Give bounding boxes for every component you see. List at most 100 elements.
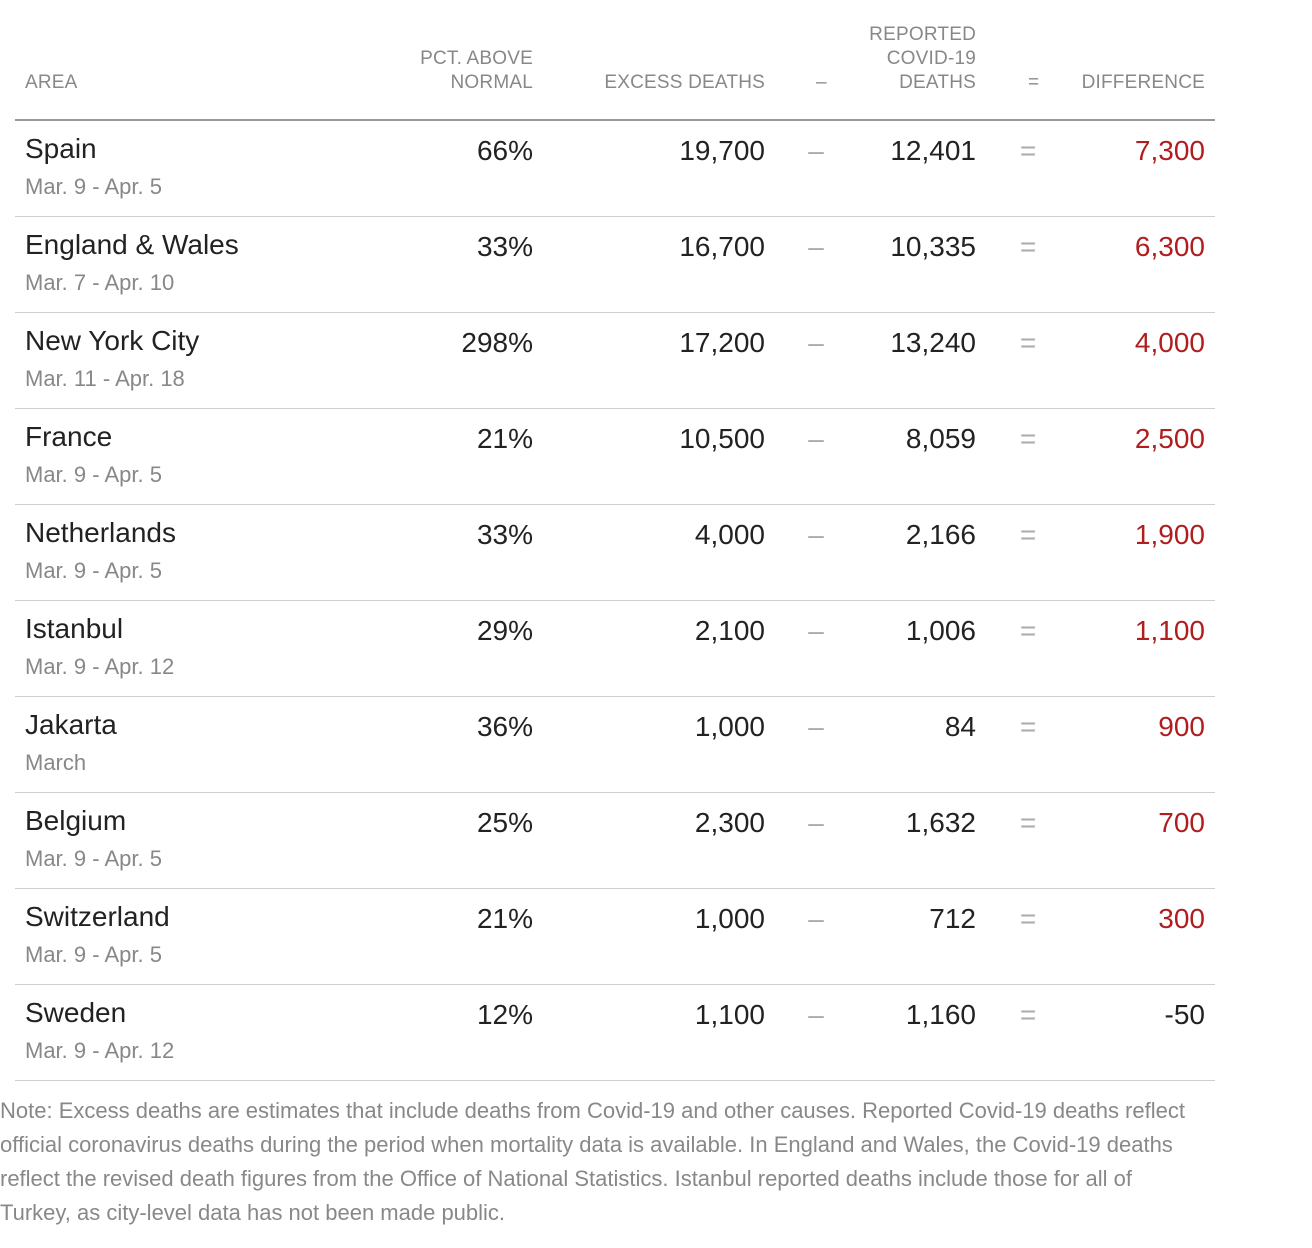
equals-sign: = <box>1019 711 1037 742</box>
area-name: Spain <box>25 133 97 164</box>
area-dates: Mar. 9 - Apr. 5 <box>25 462 162 487</box>
minus-sign: – <box>808 423 824 454</box>
reported-deaths-cell: 12,401 <box>890 135 976 166</box>
reported-deaths-cell: 2,166 <box>905 519 976 550</box>
header-difference-label: DIFFERENCE <box>1081 72 1205 93</box>
header-excess-deaths: EXCESS DEATHS <box>604 71 765 95</box>
equals-sign: = <box>1019 903 1037 934</box>
minus-sign: – <box>808 519 824 550</box>
equals-sign: = <box>1019 231 1037 262</box>
area-dates: Mar. 9 - Apr. 5 <box>25 846 162 871</box>
header-pct-line1: PCT. ABOVE <box>420 48 533 69</box>
header-reported-line1: REPORTED <box>869 24 976 45</box>
pct-cell: 33% <box>476 519 533 550</box>
excess-deaths-cell: 17,200 <box>679 327 765 358</box>
minus-sign: – <box>808 327 824 358</box>
area-name: Istanbul <box>25 613 124 644</box>
excess-deaths-cell: 2,100 <box>694 615 765 646</box>
reported-deaths-cell: 8,059 <box>905 423 976 454</box>
area-name: New York City <box>25 325 200 356</box>
header-pct-line2: NORMAL <box>450 72 533 93</box>
header-reported-line3: DEATHS <box>899 72 976 93</box>
difference-cell: 4,000 <box>1134 327 1205 358</box>
reported-deaths-cell: 84 <box>944 711 976 742</box>
area-dates: March <box>25 750 87 775</box>
area-dates: Mar. 9 - Apr. 12 <box>25 654 175 679</box>
pct-cell: 21% <box>476 423 533 454</box>
table-body: Spain Mar. 9 - Apr. 5 66% 19,700 – 12,401 = 7,3… <box>15 121 1215 1081</box>
excess-deaths-cell: 4,000 <box>694 519 765 550</box>
excess-deaths-table: AREA PCT. ABOVE NORMAL EXCESS DEATHS – R… <box>15 0 1215 1081</box>
difference-cell: 6,300 <box>1134 231 1205 262</box>
reported-deaths-cell: 712 <box>929 903 976 934</box>
minus-sign: – <box>808 135 824 166</box>
difference-cell: 1,900 <box>1134 519 1205 550</box>
header-difference: DIFFERENCE <box>1082 71 1205 95</box>
excess-deaths-cell: 16,700 <box>679 231 765 262</box>
table-row: Jakarta March 36% 1,000 – 84 = 900 <box>15 697 1215 793</box>
table-row: Spain Mar. 9 - Apr. 5 66% 19,700 – 12,401 = 7,3… <box>15 121 1215 217</box>
header-reported-deaths: REPORTED COVID-19 DEATHS <box>869 23 976 95</box>
equals-sign: = <box>1019 807 1037 838</box>
header-area-label: AREA <box>25 72 78 93</box>
minus-sign: – <box>808 807 824 838</box>
difference-cell: -50 <box>1164 999 1205 1030</box>
minus-sign: – <box>808 711 824 742</box>
equals-sign: = <box>1019 135 1037 166</box>
equals-sign: = <box>1019 327 1037 358</box>
difference-cell: 300 <box>1158 903 1205 934</box>
difference-cell: 1,100 <box>1134 615 1205 646</box>
reported-deaths-cell: 13,240 <box>890 327 976 358</box>
pct-cell: 29% <box>476 615 533 646</box>
area-name: Switzerland <box>25 901 170 932</box>
header-area: AREA <box>25 71 78 95</box>
minus-sign: – <box>808 999 824 1030</box>
table-row: England & Wales Mar. 7 - Apr. 10 33% 16,700… <box>15 217 1215 313</box>
equals-sign: = <box>1019 423 1037 454</box>
pct-cell: 66% <box>476 135 533 166</box>
table-row: Istanbul Mar. 9 - Apr. 12 29% 2,100 – 1,006 = 1… <box>15 601 1215 697</box>
table-row: France Mar. 9 - Apr. 5 21% 10,500 – 8,059 = 2,5… <box>15 409 1215 505</box>
pct-cell: 12% <box>476 999 533 1030</box>
pct-cell: 33% <box>476 231 533 262</box>
equals-sign: = <box>1019 519 1037 550</box>
equals-sign: = <box>1019 999 1037 1030</box>
table-row: New York City Mar. 11 - Apr. 18 298% 17,200… <box>15 313 1215 409</box>
difference-cell: 2,500 <box>1134 423 1205 454</box>
area-dates: Mar. 9 - Apr. 5 <box>25 174 162 199</box>
excess-deaths-cell: 19,700 <box>679 135 765 166</box>
reported-deaths-cell: 10,335 <box>890 231 976 262</box>
difference-cell: 7,300 <box>1134 135 1205 166</box>
reported-deaths-cell: 1,006 <box>905 615 976 646</box>
table-row: Netherlands Mar. 9 - Apr. 5 33% 4,000 – 2,166… <box>15 505 1215 601</box>
minus-sign: – <box>808 231 824 262</box>
pct-cell: 25% <box>476 807 533 838</box>
header-excess-label: EXCESS DEATHS <box>604 72 765 93</box>
header-reported-line2: COVID-19 <box>886 48 976 69</box>
area-dates: Mar. 9 - Apr. 5 <box>25 558 162 583</box>
table-row: Belgium Mar. 9 - Apr. 5 25% 2,300 – 1,632 = 700 <box>15 793 1215 889</box>
excess-deaths-cell: 2,300 <box>694 807 765 838</box>
reported-deaths-cell: 1,160 <box>905 999 976 1030</box>
area-name: France <box>25 421 113 452</box>
equals-sign: = <box>1019 615 1037 646</box>
area-dates: Mar. 9 - Apr. 5 <box>25 942 162 967</box>
area-dates: Mar. 9 - Apr. 12 <box>25 1038 175 1063</box>
area-name: England & Wales <box>25 229 239 260</box>
area-name: Netherlands <box>25 517 176 548</box>
pct-cell: 36% <box>476 711 533 742</box>
area-name: Jakarta <box>25 709 117 740</box>
area-dates: Mar. 11 - Apr. 18 <box>25 366 185 391</box>
table-row: Sweden Mar. 9 - Apr. 12 12% 1,100 – 1,160 = -50 <box>15 985 1215 1081</box>
excess-deaths-cell: 10,500 <box>679 423 765 454</box>
table-row: Switzerland Mar. 9 - Apr. 5 21% 1,000 – 712 = 3… <box>15 889 1215 985</box>
area-name: Sweden <box>25 997 127 1028</box>
header-pct-above-normal: PCT. ABOVE NORMAL <box>420 47 533 95</box>
difference-cell: 700 <box>1158 807 1205 838</box>
pct-cell: 298% <box>461 327 533 358</box>
footnote: Note: Excess deaths are estimates that i… <box>0 1098 1185 1225</box>
excess-deaths-cell: 1,100 <box>694 999 765 1030</box>
minus-sign: – <box>808 903 824 934</box>
difference-cell: 900 <box>1158 711 1205 742</box>
area-dates: Mar. 7 - Apr. 10 <box>25 270 175 295</box>
